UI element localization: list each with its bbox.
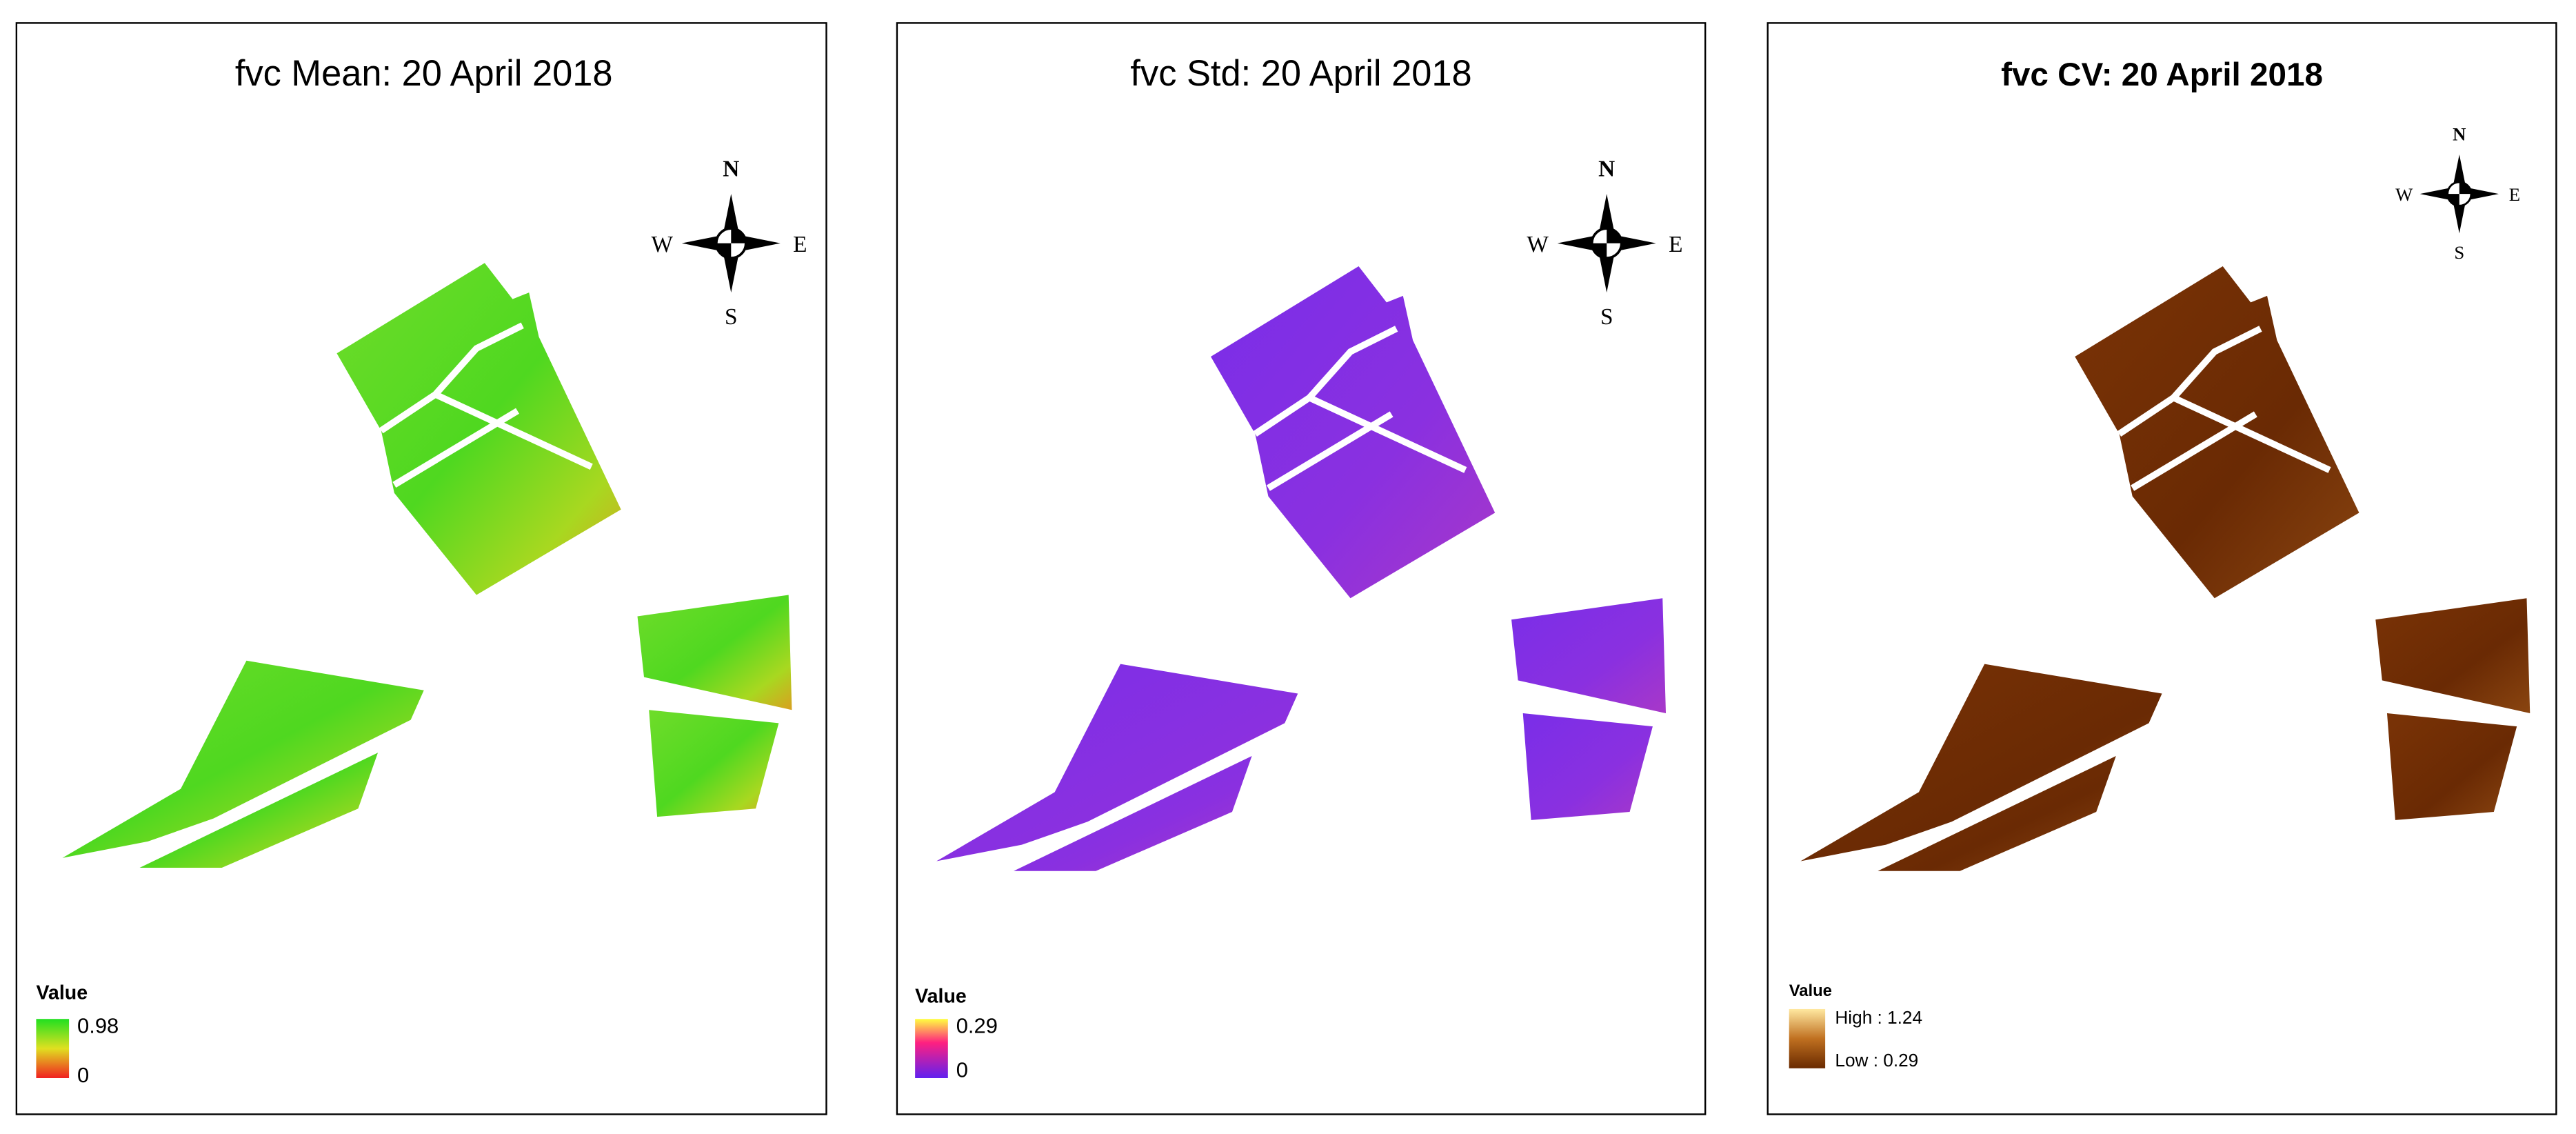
panel-frame [896,22,1707,1115]
compass-s: S [1600,304,1613,330]
legend-swatch [36,1019,70,1078]
legend-high: High : 1.24 [1835,1007,1922,1028]
compass-n: N [723,156,739,181]
legend-title: Value [36,982,88,1004]
legend-title: Value [915,985,967,1007]
legend-low: Low : 0.29 [1835,1050,1918,1071]
legend-high: 0.98 [77,1013,119,1037]
panel-title: fvc Std: 20 April 2018 [1130,54,1471,94]
compass-w: W [651,232,673,257]
compass-e: E [793,232,807,257]
compass-n: N [1598,156,1615,181]
panel-title: fvc Mean: 20 April 2018 [235,54,613,94]
compass: N S W E [651,156,807,329]
compass-s: S [2454,242,2464,263]
compass-w: W [1527,232,1549,257]
panel-frame [1767,22,2557,1115]
legend-low: 0 [956,1058,968,1082]
compass-w: W [2395,184,2413,205]
legend-high: 0.29 [956,1013,998,1037]
compass: N S W E [1527,156,1682,329]
panel-title: fvc CV: 20 April 2018 [2001,57,2323,93]
legend-title: Value [1789,982,1832,1000]
panel-frame [15,22,827,1115]
legend-swatch [1789,1008,1826,1068]
legend-swatch [915,1019,948,1078]
compass-e: E [1669,232,1682,257]
compass: N S W E [2395,123,2520,263]
compass-n: N [2453,123,2466,144]
compass-s: S [725,304,738,330]
compass-e: E [2509,184,2520,205]
legend-low: 0 [77,1063,89,1087]
